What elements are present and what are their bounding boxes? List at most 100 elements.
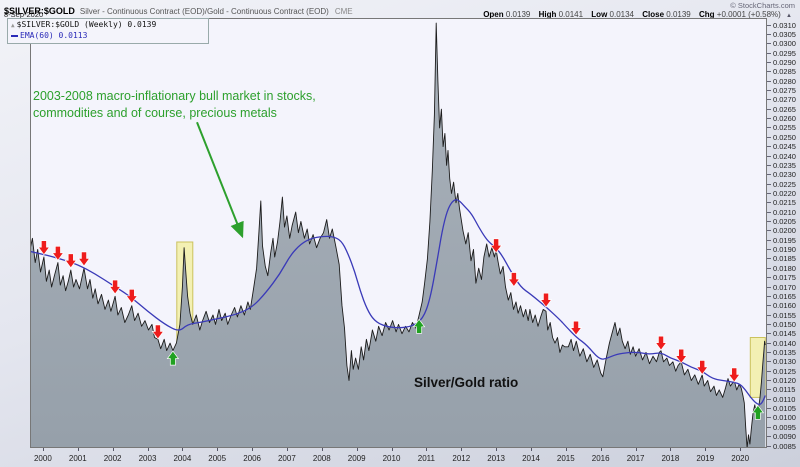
exchange-label: CME xyxy=(334,7,353,16)
y-axis-tick xyxy=(767,211,771,213)
x-axis-label: 2000 xyxy=(33,454,52,463)
x-axis-label: 2012 xyxy=(452,454,471,463)
y-axis-label: 0.0125 xyxy=(773,366,796,376)
y-axis-tick xyxy=(767,183,771,185)
x-axis-tick xyxy=(565,448,567,451)
open-value: 0.0139 xyxy=(505,9,531,19)
y-axis-label: 0.0270 xyxy=(773,95,796,105)
y-axis-tick xyxy=(767,305,771,307)
sell-signal-arrow-icon xyxy=(51,245,65,261)
y-axis-label: 0.0275 xyxy=(773,86,796,95)
x-axis-tick xyxy=(531,448,532,451)
sell-signal-arrow-icon xyxy=(654,335,668,351)
x-axis-tick xyxy=(112,448,114,451)
y-axis-label: 0.0265 xyxy=(773,104,796,114)
sell-signal-arrow-icon xyxy=(64,253,77,269)
x-axis-label: 2016 xyxy=(591,454,610,463)
x-axis-tick xyxy=(461,448,463,451)
y-axis-label: 0.0285 xyxy=(773,67,796,77)
plot-frame xyxy=(30,18,767,448)
y-axis-tick xyxy=(767,127,771,129)
sell-signal-arrow-icon xyxy=(569,320,583,336)
x-axis-label: 2011 xyxy=(417,454,435,463)
sell-signal-arrow-icon xyxy=(675,348,688,364)
x-axis-tick xyxy=(705,448,707,451)
ema-legend-label: EMA(60) 0.0113 xyxy=(20,31,88,40)
x-axis-tick xyxy=(42,448,44,451)
area-chart-icon: ▲ xyxy=(11,22,15,29)
x-axis-tick xyxy=(217,448,219,451)
legend-box: ▲ $SILVER:$GOLD (Weekly) 0.0139 EMA(60) 0… xyxy=(7,18,209,44)
annotation-arrow xyxy=(196,121,244,239)
chg-label: Chg xyxy=(698,9,715,19)
y-axis-label: 0.0095 xyxy=(773,422,796,432)
y-axis-label: 0.0170 xyxy=(773,282,796,292)
sell-signal-arrow-icon xyxy=(125,288,138,304)
y-axis-tick xyxy=(767,118,771,120)
x-axis-tick xyxy=(670,448,672,451)
ema-line xyxy=(30,199,766,405)
chart-description: Silver - Continuous Contract (EOD)/Gold … xyxy=(79,7,329,16)
y-axis-label: 0.0220 xyxy=(773,188,796,198)
close-value: 0.0139 xyxy=(666,9,691,19)
y-axis-label: 0.0295 xyxy=(773,48,796,58)
y-axis-tick xyxy=(767,43,771,45)
chart-date: 8-Sep-2020 xyxy=(4,10,44,19)
y-axis-tick xyxy=(767,80,771,82)
x-axis-label: 2005 xyxy=(208,454,227,463)
x-axis-label: 2019 xyxy=(696,454,715,463)
y-axis-tick xyxy=(767,136,771,138)
x-axis-label: 2015 xyxy=(556,454,575,463)
x-axis-label: 2017 xyxy=(626,454,645,463)
sell-signal-arrow-icon xyxy=(728,367,741,383)
y-axis-tick xyxy=(767,99,771,101)
y-axis-label: 0.0100 xyxy=(773,413,796,423)
close-label: Close xyxy=(642,9,665,19)
low-value: 0.0134 xyxy=(609,9,634,19)
x-axis-tick xyxy=(740,448,742,451)
sell-signal-arrow-icon xyxy=(77,251,91,267)
chg-value: +0.0001 (+0.58%) xyxy=(716,9,781,19)
y-axis-tick xyxy=(767,351,771,353)
y-axis-tick xyxy=(767,426,771,428)
x-axis-label: 2020 xyxy=(731,454,750,463)
y-axis-tick xyxy=(767,445,771,447)
y-axis-label: 0.0190 xyxy=(773,245,796,254)
y-axis-tick xyxy=(767,108,771,110)
y-axis-label: 0.0205 xyxy=(773,217,796,226)
y-axis-label: 0.0105 xyxy=(773,404,796,414)
sell-signal-arrow-icon xyxy=(151,324,165,340)
y-axis-tick xyxy=(767,333,771,335)
annotation-line2: commodities and of course, precious meta… xyxy=(33,105,277,120)
x-axis-tick xyxy=(600,448,602,451)
y-axis-tick xyxy=(767,71,771,73)
y-axis-label: 0.0300 xyxy=(773,39,796,49)
x-axis-label: 2018 xyxy=(661,454,680,463)
x-axis-tick xyxy=(147,448,149,451)
y-axis-tick xyxy=(767,370,771,372)
ema-legend: EMA(60) 0.0113 xyxy=(11,31,205,41)
y-axis-tick xyxy=(767,295,771,297)
y-axis-label: 0.0250 xyxy=(773,132,796,142)
x-axis-label: 2004 xyxy=(173,454,192,463)
y-axis-tick xyxy=(767,314,771,316)
silver-gold-ratio-label: Silver/Gold ratio xyxy=(414,375,519,390)
x-axis-tick xyxy=(496,448,498,451)
y-axis-label: 0.0090 xyxy=(773,432,796,442)
annotation-text: 2003-2008 macro-inflationary bull market… xyxy=(33,88,316,121)
y-axis-label: 0.0235 xyxy=(773,160,796,170)
x-axis-label: 2007 xyxy=(277,454,296,463)
copyright: © StockCharts.com xyxy=(730,1,795,10)
price-chart-svg xyxy=(30,18,767,448)
y-axis-tick xyxy=(767,342,771,344)
up-triangle-icon: ▲ xyxy=(786,12,792,19)
x-axis-tick xyxy=(286,448,288,451)
y-axis-tick xyxy=(767,389,771,391)
y-axis-tick xyxy=(767,277,771,279)
x-axis-label: 2014 xyxy=(522,454,540,463)
y-axis-label: 0.0230 xyxy=(773,170,796,180)
x-axis-tick xyxy=(77,448,79,451)
x-axis-label: 2008 xyxy=(312,454,331,463)
y-axis-label: 0.0215 xyxy=(773,198,796,208)
x-axis-label: 2003 xyxy=(138,454,157,463)
